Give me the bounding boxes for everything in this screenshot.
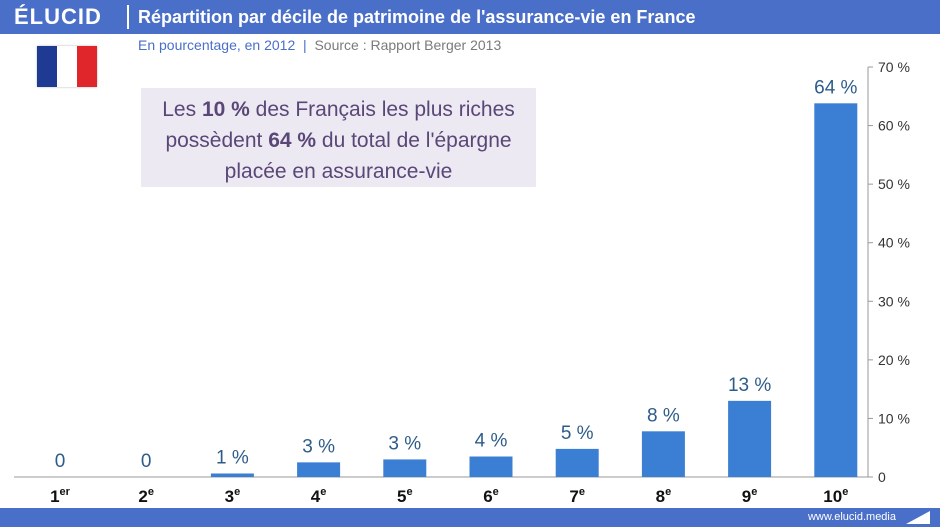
y-tick-label: 10 % (878, 410, 910, 426)
source-text: Source : Rapport Berger 2013 (314, 37, 502, 53)
bar (297, 462, 341, 477)
footer-link[interactable]: www.elucid.media (807, 511, 896, 523)
y-tick-label: 40 % (878, 235, 910, 251)
x-tick-label: 2e (138, 486, 154, 506)
data-label: 8 % (647, 405, 680, 426)
subtitle-text: En pourcentage, en 2012 (138, 37, 296, 53)
header-bar: ÉLUCID Répartition par décile de patrimo… (0, 0, 940, 34)
x-tick-label: 9e (742, 486, 758, 506)
data-label: 0 (141, 451, 152, 472)
france-flag-icon (37, 46, 97, 87)
data-label: 0 (55, 451, 66, 472)
chart-subtitle: En pourcentage, en 2012 | Source : Rappo… (138, 36, 501, 54)
chart-title: Répartition par décile de patrimoine de … (138, 7, 696, 27)
y-tick-label: 50 % (878, 176, 910, 192)
bar (469, 456, 513, 477)
annotation-highlight-value: 64 % (268, 129, 317, 152)
footer-bar: www.elucid.media (0, 508, 940, 527)
data-label: 4 % (475, 431, 508, 452)
arrow-icon (906, 511, 930, 524)
annotation-box: Les 10 % des Français les plus riches po… (141, 88, 536, 187)
bar (814, 103, 858, 478)
header-divider (127, 5, 129, 29)
annotation-highlight-share: 10 % (201, 98, 250, 121)
data-label: 5 % (561, 423, 594, 444)
data-label: 3 % (302, 436, 335, 457)
x-tick-label: 8e (656, 486, 672, 506)
data-label: 3 % (388, 433, 421, 454)
y-tick-label: 60 % (878, 118, 910, 134)
bar (210, 473, 254, 477)
brand-logo[interactable]: ÉLUCID (14, 4, 102, 29)
annotation-line-1: Les 10 % des Français les plus riches (162, 98, 515, 121)
y-tick-label: 20 % (878, 352, 910, 368)
data-label: 64 % (814, 77, 857, 98)
x-tick-label: 4e (311, 486, 327, 506)
annotation-line-3: placée en assurance-vie (224, 160, 453, 183)
bar (555, 448, 599, 477)
bar (728, 400, 772, 477)
x-tick-label: 6e (483, 486, 499, 506)
x-tick-label: 3e (225, 486, 241, 506)
x-tick-label: 1er (50, 486, 71, 506)
y-tick-label: 30 % (878, 293, 910, 309)
annotation-line-2: possèdent 64 % du total de l'épargne (165, 129, 512, 152)
x-tick-label: 10e (823, 486, 848, 506)
bar (641, 431, 685, 477)
bar (383, 459, 427, 477)
x-tick-label: 5e (397, 486, 413, 506)
y-tick-label: 0 (878, 469, 886, 485)
data-label: 13 % (728, 375, 771, 396)
data-label: 1 % (216, 447, 249, 468)
subtitle-separator: | (299, 37, 311, 53)
y-tick-label: 70 % (878, 59, 910, 75)
x-tick-label: 7e (569, 486, 585, 506)
